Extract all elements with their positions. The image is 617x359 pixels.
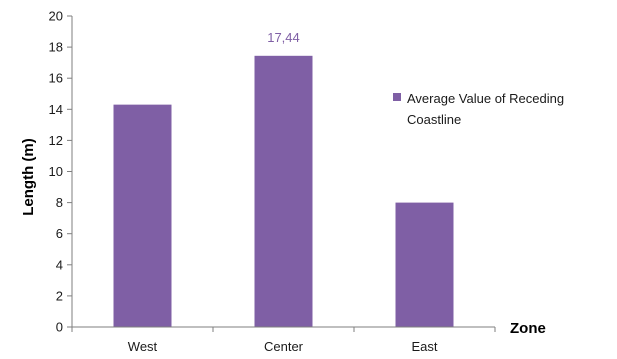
legend-swatch bbox=[393, 93, 401, 101]
data-labels: 17,44 bbox=[267, 30, 300, 45]
y-tick-label: 6 bbox=[56, 226, 63, 241]
y-tick-label: 2 bbox=[56, 288, 63, 303]
y-tick-label: 0 bbox=[56, 320, 63, 335]
y-tick-label: 12 bbox=[49, 133, 63, 148]
bar-center bbox=[254, 55, 313, 328]
data-label-center: 17,44 bbox=[267, 30, 300, 45]
legend-label-line-1: Average Value of Receding bbox=[407, 91, 564, 106]
y-tick-label: 10 bbox=[49, 164, 63, 179]
y-tick-label: 14 bbox=[49, 102, 63, 117]
y-tick-label: 20 bbox=[49, 9, 63, 24]
y-tick-label: 8 bbox=[56, 195, 63, 210]
x-axis-title: Zone bbox=[510, 320, 546, 337]
bar-east bbox=[395, 202, 454, 327]
bars bbox=[113, 55, 454, 328]
x-tick-label-east: East bbox=[411, 339, 437, 354]
x-axis-ticks: West Center East bbox=[71, 327, 496, 354]
legend-label-line-2: Coastline bbox=[407, 112, 461, 127]
legend: Average Value of Receding Coastline bbox=[393, 91, 564, 127]
y-tick-label: 4 bbox=[56, 257, 63, 272]
y-tick-label: 16 bbox=[49, 71, 63, 86]
x-tick-label-center: Center bbox=[264, 339, 304, 354]
y-axis-title: Length (m) bbox=[20, 138, 37, 215]
bar-west bbox=[113, 104, 172, 327]
x-tick-label-west: West bbox=[128, 339, 158, 354]
y-axis-ticks: 0 2 4 6 8 10 12 14 16 18 20 bbox=[49, 9, 72, 335]
y-tick-label: 18 bbox=[49, 40, 63, 55]
